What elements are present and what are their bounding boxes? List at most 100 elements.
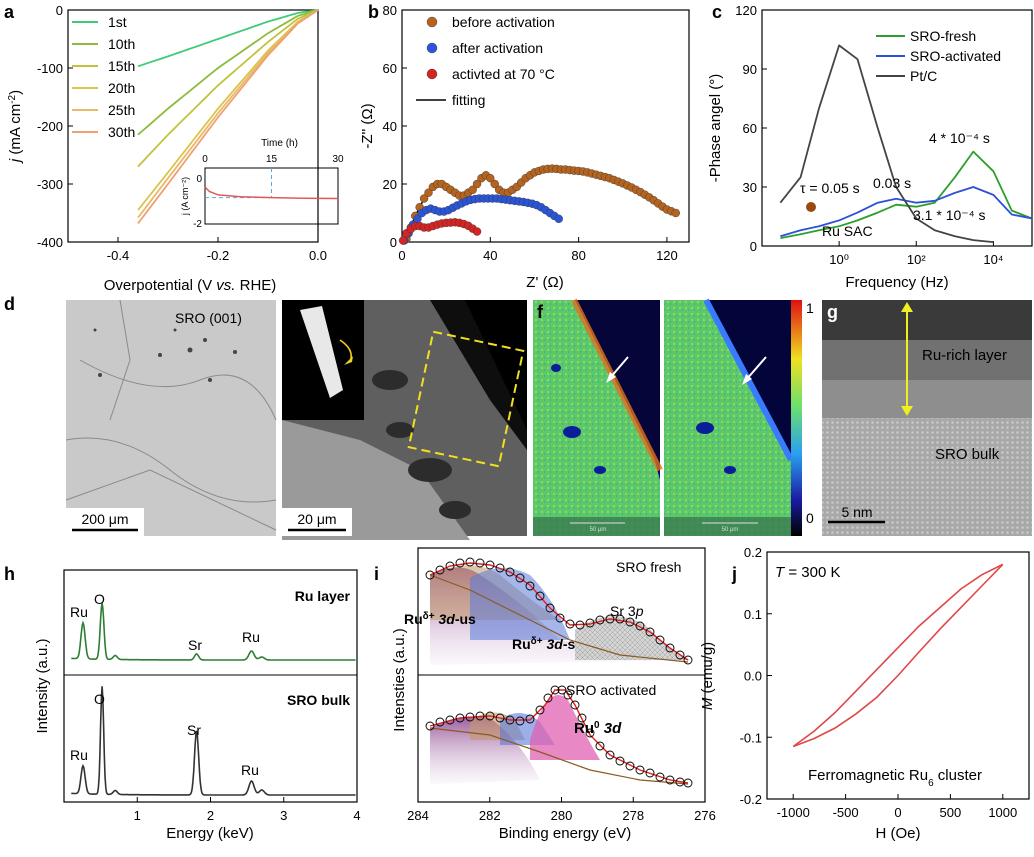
x-ticks-j: -1000 -500 0 500 1000 [777, 794, 1017, 820]
data-point [665, 775, 675, 785]
y-tick-label: 30 [743, 180, 757, 195]
y-tick-label: 0 [56, 3, 63, 18]
scale-text-right: 20 μm [297, 511, 336, 527]
data-point [472, 179, 482, 189]
x-tick-label: -500 [833, 805, 859, 820]
legend-label: before activation [452, 14, 555, 30]
y-tick-label: -100 [37, 61, 63, 76]
data-point [465, 712, 475, 722]
spectrum-ru-layer [71, 603, 356, 661]
x-axis-label-h: Energy (keV) [166, 825, 254, 842]
data-point [425, 570, 435, 580]
sem-image-left [66, 300, 276, 536]
curve-SRO-fresh [780, 150, 1033, 239]
peak-ru-bottom: Ru [70, 747, 88, 763]
annotations-c: 4 * 10⁻⁴ s 0.03 s τ = 0.05 s 3.1 * 10⁻⁴ s Ru… [800, 130, 990, 239]
data-point [545, 603, 555, 613]
panel-label-i: i [374, 564, 379, 584]
peak-o-bottom: O [94, 691, 105, 707]
caption-j: Ferromagnetic Ru6 cluster [808, 767, 982, 789]
inset-x-tick-label: 15 [266, 154, 278, 165]
inset-a: Time (h) 0 15 30 0 -2j (A cm⁻²) [180, 138, 344, 230]
inset-ylabel: j (A cm⁻²) [180, 177, 190, 216]
y-ticks-j: 0.2 0.1 0.0 -0.1 -0.2 [740, 545, 772, 807]
x-axis-label-a: Overpotential (V vs. RHE) [104, 277, 277, 294]
panel-d: d SRO (001) 200 μm 20 μm [4, 294, 527, 540]
data-point [645, 627, 655, 637]
legend-label: 10th [108, 36, 135, 52]
data-point [543, 693, 553, 703]
curve-SRO-activated [780, 186, 1033, 238]
data-point [605, 750, 615, 760]
x-axis-label-i: Binding energy (eV) [499, 825, 632, 842]
inset-x-tick-label: 30 [332, 154, 344, 165]
y-tick-label: 0.0 [744, 669, 762, 684]
data-point [665, 643, 675, 653]
label-sro-fresh: SRO fresh [616, 559, 681, 575]
panel-label-j: j [731, 564, 737, 584]
legend-a: 1st 10th 15th 20th 25th 30th [72, 14, 135, 140]
data-point [525, 714, 535, 724]
data-point [557, 685, 567, 695]
eds-edge-left [571, 298, 663, 472]
data-point [485, 560, 495, 570]
y-tick-label: 0.2 [744, 545, 762, 560]
y-axis-label-b: -Z'' (Ω) [359, 103, 376, 148]
panel-b: b 0 20 40 60 80 0 40 80 120 before activation af… [359, 2, 690, 291]
data-point [554, 214, 563, 224]
curves-a [137, 9, 319, 224]
y-ticks-c: 0 30 60 90 120 [735, 3, 767, 254]
data-point [683, 655, 693, 665]
zoom-box [407, 330, 525, 468]
curve-Pt/C [779, 44, 994, 243]
y-tick-label: 0.1 [744, 607, 762, 622]
y-tick-label: 40 [383, 119, 397, 134]
label-sr3p: Sr 3p [610, 603, 644, 619]
data-point [615, 756, 625, 766]
label-ru-us: Ruδ+ 3d-us [404, 611, 476, 628]
eds-scale-text-left: 50 μm [590, 527, 607, 533]
x-tick-label: 276 [694, 808, 716, 823]
data-point [671, 208, 680, 218]
y-axis-label-j: M (emu/g) [699, 642, 716, 710]
legend-label: 15th [108, 58, 135, 74]
y-tick-label: 20 [383, 177, 397, 192]
data-point [515, 716, 525, 726]
legend-label: SRO-activated [910, 48, 1001, 64]
data-point [445, 715, 455, 725]
y-tick-label: -0.2 [740, 792, 762, 807]
data-point [595, 741, 605, 751]
data-point [625, 761, 635, 771]
data-point [585, 728, 595, 738]
scale-box-right [282, 508, 352, 536]
label-ru-layer: Ru layer [295, 588, 351, 604]
x-ticks-i: 284 282 280 278 276 [407, 797, 716, 823]
data-point [550, 685, 560, 695]
baseline-top [429, 574, 689, 663]
data-point [435, 717, 445, 727]
x-ticks-b: 0 40 80 120 [398, 237, 678, 263]
peak-sr-bottom: Sr [187, 722, 201, 738]
x-tick-label: 0 [894, 805, 901, 820]
data-point [585, 618, 595, 628]
data-point [505, 567, 515, 577]
inset-curve [204, 186, 339, 200]
legend-label: activted at 70 °C [452, 66, 555, 82]
x-tick-label: 500 [940, 805, 962, 820]
data-points-bottom [425, 685, 693, 788]
peak-ru2-top: Ru [242, 629, 260, 645]
annotation: 3.1 * 10⁻⁴ s [913, 207, 986, 223]
panel-a: a 0-100-200-300-400 -0.4 -0.2 0.0 1st10th1… [4, 2, 344, 294]
x-tick-label: 284 [407, 808, 429, 823]
x-tick-label: 1000 [988, 805, 1017, 820]
panel-c: c 0 30 60 90 120 10⁰ 10² 10⁴ SRO-fresh SRO-acti… [707, 2, 1033, 291]
data-point [475, 558, 485, 568]
colorbar [791, 300, 802, 536]
sem-label: SRO (001) [175, 310, 242, 326]
data-point [575, 620, 585, 630]
x-tick-label: -1000 [777, 805, 810, 820]
temperature-label: T = 300 K [775, 564, 840, 581]
legend-label: fitting [452, 92, 485, 108]
y-ticks-b: 0 20 40 60 80 [383, 3, 407, 250]
x-axis-label-b: Z' (Ω) [526, 274, 563, 291]
